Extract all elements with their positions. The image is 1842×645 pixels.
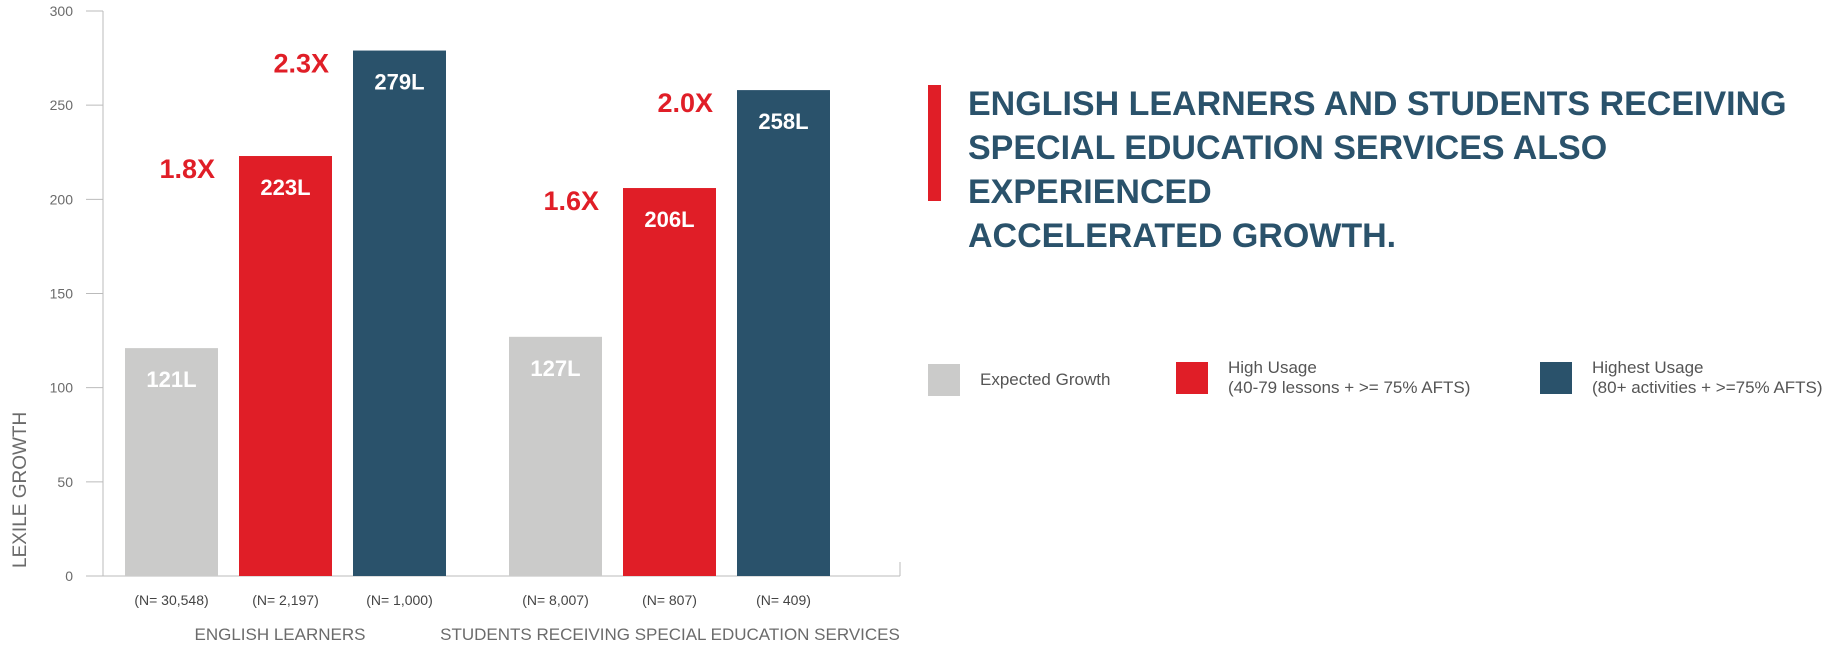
y-axis-label: LEXILE GROWTH [10,412,31,568]
bar-n-label: (N= 807) [642,592,697,608]
y-tick-label: 50 [57,474,73,490]
multiplier-label: 1.8X [159,154,215,184]
legend-swatch-highest [1540,362,1572,394]
legend-label-high: High Usage (40-79 lessons + >= 75% AFTS) [1228,358,1471,397]
legend-item-highest-usage: Highest Usage (80+ activities + >=75% AF… [1540,358,1823,398]
legend-swatch-high [1176,362,1208,394]
bar-value-label: 206L [644,207,694,232]
bar-chart: 0 50 100 150 200 250 300 LEXILE GROWTH 121L (N= 3… [10,3,901,644]
y-tick-label: 100 [50,380,74,396]
legend-item-high-usage: High Usage (40-79 lessons + >= 75% AFTS) [1176,358,1470,398]
bar [737,90,830,576]
y-tick-label: 250 [50,97,74,113]
bar [509,336,602,576]
legend-item-expected-growth: Expected Growth [928,364,1110,396]
bar [125,348,218,576]
group-label: ENGLISH LEARNERS [195,625,366,644]
bar-value-label: 223L [260,175,310,200]
legend-label-highest: Highest Usage (80+ activities + >=75% AF… [1592,358,1823,397]
legend-label-expected: Expected Growth [980,370,1111,389]
multiplier-label: 1.6X [543,186,599,216]
bar-n-label: (N= 8,007) [522,592,589,608]
bar-value-label: 127L [530,356,580,381]
bar-value-label: 121L [146,367,196,392]
headline-accent-bar [928,85,941,201]
y-tick-label: 150 [50,286,74,302]
bar-n-label: (N= 1,000) [366,592,433,608]
multiplier-label: 2.3X [273,49,329,79]
group-label: STUDENTS RECEIVING SPECIAL EDUCATION SER… [440,625,900,644]
legend-swatch-expected [928,364,960,396]
bar [623,188,716,577]
bar-n-label: (N= 30,548) [134,592,208,608]
bar-n-label: (N= 409) [756,592,811,608]
bar-value-label: 279L [374,70,424,95]
bar-value-label: 258L [758,109,808,134]
y-tick-label: 200 [50,191,74,207]
bar [353,50,446,577]
headline: ENGLISH LEARNERS AND STUDENTS RECEIVING … [968,85,1787,255]
bar [239,156,332,576]
y-tick-label: 300 [50,3,74,19]
y-tick-label: 0 [65,568,73,584]
multiplier-label: 2.0X [657,88,713,118]
bar-n-label: (N= 2,197) [252,592,319,608]
